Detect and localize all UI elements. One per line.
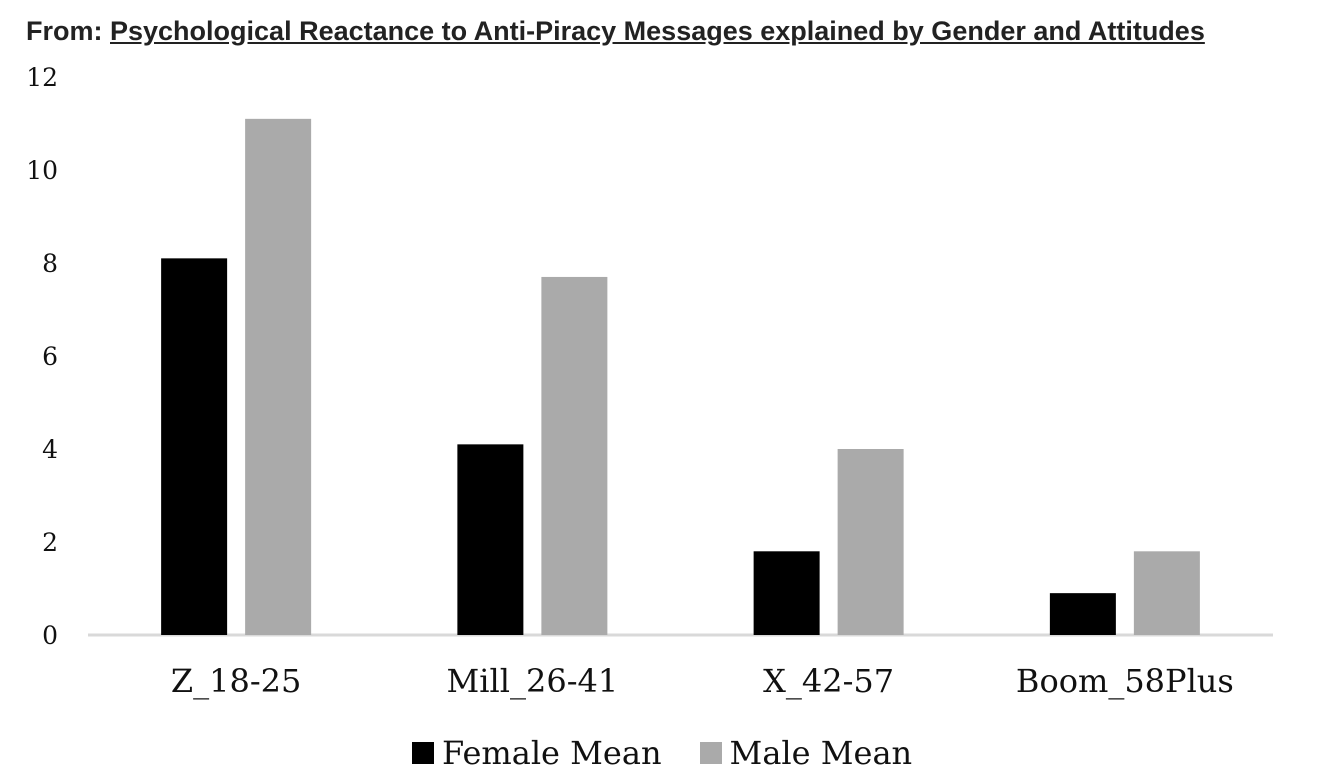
x-category-label: Mill_26-41 bbox=[447, 662, 619, 700]
source-header: From: Psychological Reactance to Anti-Pi… bbox=[26, 16, 1205, 47]
bar-female-1 bbox=[457, 444, 524, 635]
bar-female-2 bbox=[753, 551, 820, 635]
x-category-label: X_42-57 bbox=[763, 662, 894, 700]
bar-male-2 bbox=[837, 449, 904, 635]
source-title-link[interactable]: Psychological Reactance to Anti-Piracy M… bbox=[110, 16, 1205, 46]
legend-label: Male Mean bbox=[729, 734, 913, 772]
legend-label: Female Mean bbox=[442, 734, 662, 772]
bar-male-3 bbox=[1133, 551, 1200, 635]
legend-item: Male Mean bbox=[699, 734, 913, 772]
legend-swatch bbox=[699, 742, 722, 764]
bar-female-3 bbox=[1049, 593, 1116, 635]
y-tick-label: 2 bbox=[42, 528, 58, 557]
source-prefix: From: bbox=[26, 16, 110, 46]
bar-female-0 bbox=[161, 258, 228, 635]
y-tick-label: 12 bbox=[26, 63, 58, 92]
bar-male-1 bbox=[541, 276, 608, 635]
y-tick-label: 8 bbox=[42, 249, 58, 278]
legend-swatch bbox=[412, 742, 434, 764]
legend-item: Female Mean bbox=[412, 734, 662, 772]
y-tick-label: 0 bbox=[42, 621, 58, 650]
x-category-label: Boom_58Plus bbox=[1016, 662, 1234, 700]
y-tick-label: 10 bbox=[26, 156, 58, 185]
bar-male-0 bbox=[245, 118, 312, 636]
chart-legend: Female Mean Male Mean bbox=[412, 733, 950, 773]
y-tick-label: 6 bbox=[42, 342, 58, 371]
x-category-label: Z_18-25 bbox=[171, 662, 301, 700]
y-tick-label: 4 bbox=[42, 435, 58, 464]
